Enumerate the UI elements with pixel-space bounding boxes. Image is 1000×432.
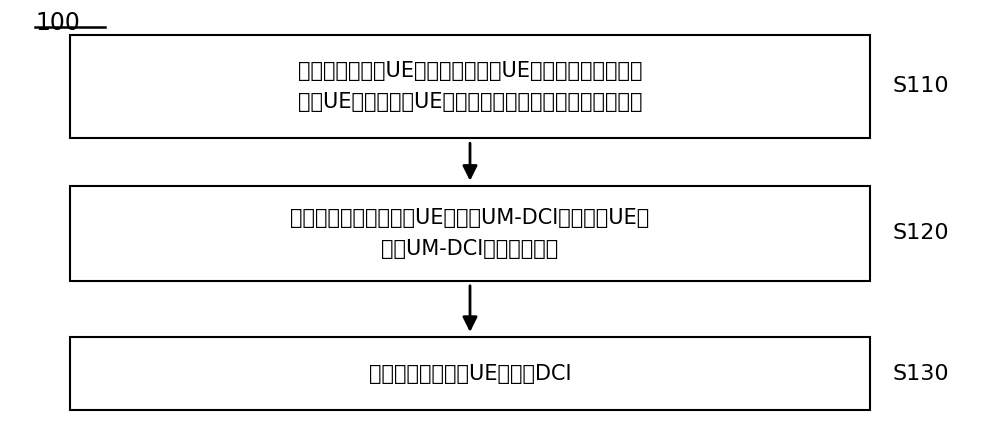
Text: S110: S110 (892, 76, 949, 96)
Bar (70, 186, 870, 281)
Text: S130: S130 (892, 364, 949, 384)
Text: S120: S120 (892, 223, 949, 243)
Text: 通过资源区域向该UE组发送DCI: 通过资源区域向该UE组发送DCI (369, 364, 571, 384)
Text: 在将同一小区的UE划分为至少一个UE组的情况下，为至少
一个UE组中的一个UE组分配控制信道区域之外的资源区域: 在将同一小区的UE划分为至少一个UE组的情况下，为至少 一个UE组中的一个UE组… (298, 61, 642, 112)
Bar (70, 35, 870, 138)
Text: 通过控制信道区域向该UE组发送UM-DCI，以使该UE组
基于UM-DCI确定资源区域: 通过控制信道区域向该UE组发送UM-DCI，以使该UE组 基于UM-DCI确定资… (290, 208, 650, 259)
Bar (70, 337, 870, 410)
Text: 100: 100 (35, 11, 80, 35)
